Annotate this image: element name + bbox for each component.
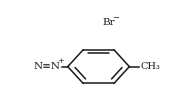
Text: −: − (112, 14, 119, 22)
Text: +: + (58, 57, 65, 65)
Text: CH₃: CH₃ (140, 62, 160, 71)
Text: Br: Br (102, 18, 115, 27)
Text: N≡N: N≡N (34, 62, 61, 71)
